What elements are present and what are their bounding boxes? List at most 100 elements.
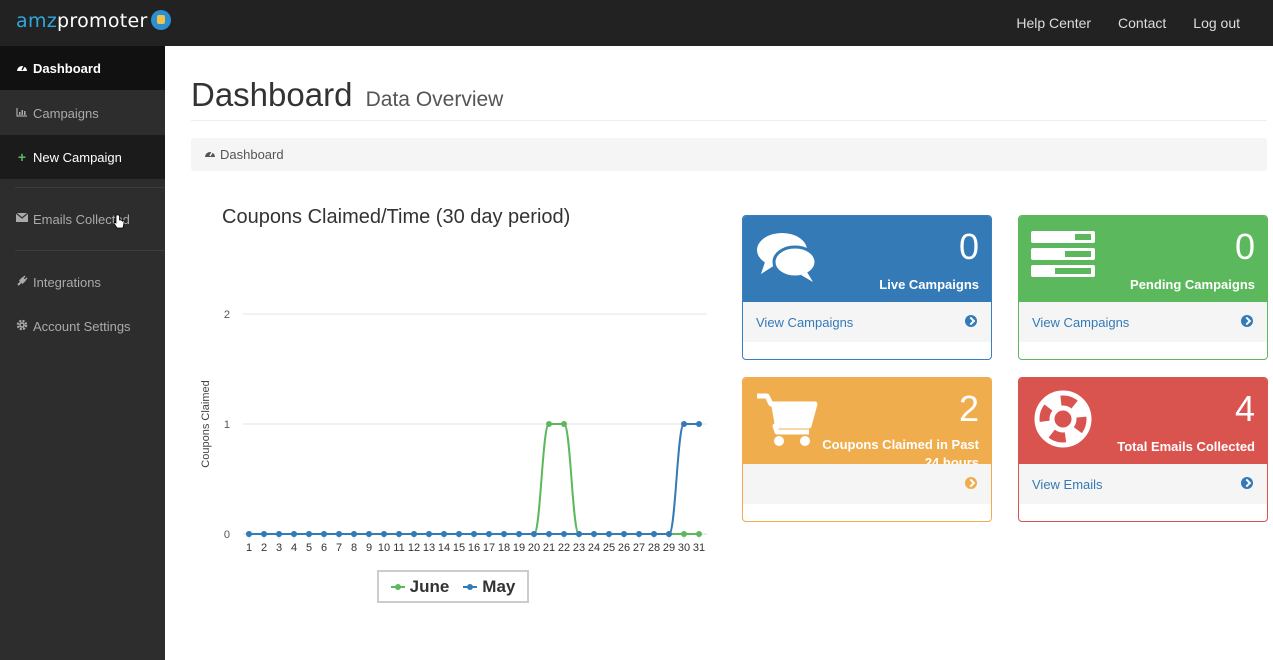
data-point-may <box>591 531 597 537</box>
sidebar-item-new-campaign[interactable]: + New Campaign <box>0 135 165 179</box>
data-point-may <box>441 531 447 537</box>
x-tick-label: 14 <box>438 542 450 554</box>
data-point-may <box>531 531 537 537</box>
data-point-may <box>261 531 267 537</box>
data-point-may <box>306 531 312 537</box>
sidebar-item-label: Campaigns <box>33 105 99 121</box>
data-point-may <box>546 531 552 537</box>
y-tick-label: 2 <box>224 309 230 321</box>
sidebar-item-label: Account Settings <box>33 318 131 334</box>
sidebar-item-label: New Campaign <box>33 149 122 165</box>
logo-prefix: amz <box>16 10 58 32</box>
data-point-may <box>426 531 432 537</box>
sidebar-item-emails-collected[interactable]: Emails Collected <box>0 197 165 241</box>
megaphone-icon <box>150 10 171 30</box>
x-tick-label: 22 <box>558 542 570 554</box>
x-tick-label: 19 <box>513 542 525 554</box>
x-tick-label: 6 <box>321 542 327 554</box>
data-point-june <box>546 421 552 427</box>
sidebar-item-integrations[interactable]: Integrations <box>0 260 165 304</box>
legend-swatch <box>463 584 478 591</box>
x-tick-label: 4 <box>291 542 297 554</box>
card-header: 0 Pending Campaigns <box>1019 216 1267 302</box>
x-tick-label: 12 <box>408 542 420 554</box>
card-label: Pending Campaigns <box>1130 277 1255 292</box>
arrow-circle-right-icon <box>965 315 977 327</box>
help-center-link[interactable]: Help Center <box>1016 15 1092 31</box>
x-tick-label: 27 <box>633 542 645 554</box>
chart-legend: June May <box>377 570 529 603</box>
card-header: 2 Coupons Claimed in Past 24 hours <box>743 378 991 470</box>
data-point-may <box>636 531 642 537</box>
data-point-may <box>471 531 477 537</box>
data-point-may <box>696 421 702 427</box>
plug-icon <box>15 275 29 290</box>
card-count: 0 <box>958 226 979 267</box>
data-point-may <box>456 531 462 537</box>
legend-swatch <box>390 584 405 591</box>
dashboard-icon <box>204 148 216 161</box>
legend-label: May <box>482 576 516 596</box>
x-tick-label: 7 <box>336 542 342 554</box>
data-point-may <box>606 531 612 537</box>
arrow-circle-right-icon <box>1241 315 1253 327</box>
x-tick-label: 30 <box>678 542 690 554</box>
x-tick-label: 9 <box>366 542 372 554</box>
breadcrumb-item[interactable]: Dashboard <box>220 147 284 162</box>
data-point-may <box>276 531 282 537</box>
data-point-may <box>336 531 342 537</box>
coupons-details-link[interactable] <box>743 464 991 504</box>
sidebar-divider <box>15 250 165 251</box>
x-tick-label: 5 <box>306 542 312 554</box>
dashboard-icon <box>15 62 29 75</box>
x-tick-label: 15 <box>453 542 465 554</box>
x-tick-label: 1 <box>246 542 252 554</box>
data-point-may <box>486 531 492 537</box>
card-header: 4 Total Emails Collected <box>1019 378 1267 464</box>
page-title-text: Dashboard <box>191 76 353 113</box>
arrow-circle-right-icon <box>1241 477 1253 489</box>
tasks-icon <box>1031 231 1095 277</box>
sidebar-item-campaigns[interactable]: Campaigns <box>0 91 165 135</box>
data-point-may <box>246 531 252 537</box>
top-navbar: amzpromoter Help Center Contact Log out <box>0 0 1273 46</box>
sidebar-item-dashboard[interactable]: Dashboard <box>0 46 165 90</box>
x-tick-label: 23 <box>573 542 585 554</box>
sidebar-divider <box>15 187 165 188</box>
data-point-june <box>681 531 687 537</box>
data-point-may <box>681 421 687 427</box>
title-divider <box>191 120 1267 121</box>
card-link-label: View Campaigns <box>756 314 854 330</box>
card-count: 0 <box>1234 226 1255 267</box>
legend-item-june[interactable]: June <box>390 577 449 597</box>
data-point-june <box>696 531 702 537</box>
x-tick-label: 31 <box>693 542 705 554</box>
x-tick-label: 28 <box>648 542 660 554</box>
coupons-claimed-card: 2 Coupons Claimed in Past 24 hours <box>742 377 992 522</box>
card-label: Total Emails Collected <box>1117 439 1255 454</box>
sidebar-item-account-settings[interactable]: Account Settings <box>0 304 165 348</box>
page-title: Dashboard Data Overview <box>191 76 503 114</box>
view-campaigns-link[interactable]: View Campaigns <box>1019 302 1267 342</box>
x-tick-label: 11 <box>393 542 404 554</box>
sidebar-item-label: Dashboard <box>33 60 101 76</box>
logout-link[interactable]: Log out <box>1193 15 1240 31</box>
contact-link[interactable]: Contact <box>1118 15 1167 31</box>
envelope-icon <box>15 212 29 225</box>
series-line-may <box>249 423 699 535</box>
view-campaigns-link[interactable]: View Campaigns <box>743 302 991 342</box>
x-tick-label: 8 <box>351 542 357 554</box>
x-tick-label: 26 <box>618 542 630 554</box>
live-campaigns-card: 0 Live Campaigns View Campaigns <box>742 215 992 360</box>
brand-logo[interactable]: amzpromoter <box>16 10 171 32</box>
data-point-may <box>411 531 417 537</box>
x-tick-label: 10 <box>378 542 390 554</box>
hand-cursor-icon <box>113 214 125 229</box>
top-nav-links: Help Center Contact Log out <box>1016 15 1240 31</box>
legend-item-may[interactable]: May <box>463 577 515 597</box>
x-tick-label: 24 <box>588 542 600 554</box>
x-tick-label: 20 <box>528 542 540 554</box>
x-tick-label: 17 <box>483 542 495 554</box>
view-emails-link[interactable]: View Emails <box>1019 464 1267 504</box>
